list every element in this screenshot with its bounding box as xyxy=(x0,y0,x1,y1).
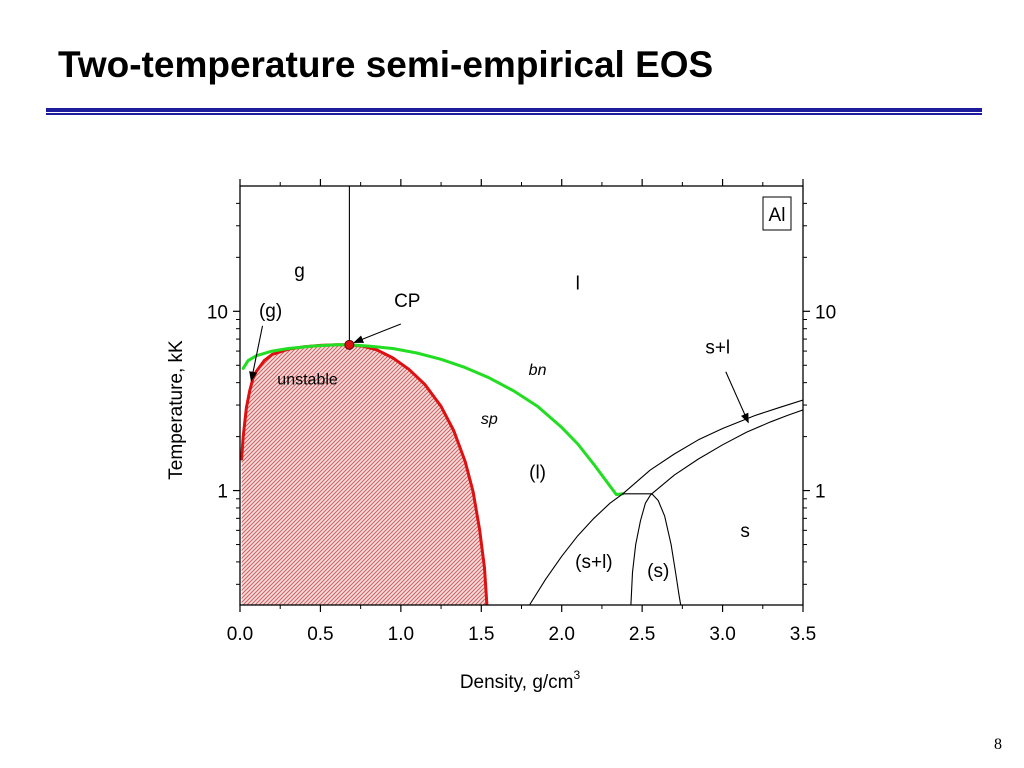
melting_solidus-line xyxy=(651,409,803,495)
y-tick-label-left: 10 xyxy=(207,302,228,323)
y-tick-label-right: 10 xyxy=(815,302,836,323)
metastable_liquidus-line xyxy=(528,493,624,605)
y-tick-label-left: 1 xyxy=(217,482,228,503)
binodal-line xyxy=(241,343,625,497)
x-axis-label: Density, g/cm3 xyxy=(460,668,581,693)
region-label-3: l xyxy=(576,274,580,295)
unstable-region-fill xyxy=(241,344,487,605)
annotation-arrow-2 xyxy=(725,371,749,424)
title-rule xyxy=(46,108,982,112)
region-label-4: unstable xyxy=(277,372,338,389)
x-axis-label-text: Density, g/cm xyxy=(460,672,574,693)
region-label-7: s+l xyxy=(705,338,730,359)
page-number: 8 xyxy=(994,736,1002,753)
region-label-0: g xyxy=(294,261,305,282)
x-tick-label: 1.0 xyxy=(388,624,414,645)
region-label-5: bn xyxy=(529,362,547,379)
annotation-arrow-1 xyxy=(249,325,264,382)
melting_liquidus-line xyxy=(622,399,803,495)
x-tick-label: 3.5 xyxy=(790,624,816,645)
metastable_solidus_right-line xyxy=(651,493,682,605)
metastable_solidus_left-line xyxy=(630,493,653,605)
region-label-2: CP xyxy=(394,291,420,312)
material-label: Al xyxy=(769,205,786,226)
title-rule-secondary xyxy=(46,113,982,115)
x-tick-label: 1.5 xyxy=(468,624,494,645)
x-tick-label: 0.5 xyxy=(307,624,333,645)
x-tick-label: 2.0 xyxy=(549,624,575,645)
region-label-11: (s) xyxy=(647,561,669,582)
slide-title: Two-temperature semi-empirical EOS xyxy=(58,44,714,85)
x-tick-label: 2.5 xyxy=(629,624,655,645)
annotation-arrow-0 xyxy=(353,323,402,343)
x-tick-label: 0.0 xyxy=(227,624,253,645)
y-axis-label: Temperature, kK xyxy=(166,340,187,480)
x-tick-label: 3.0 xyxy=(709,624,735,645)
material-label-box: Al xyxy=(762,196,792,231)
y-tick-label-right: 1 xyxy=(815,482,826,503)
region-label-6: sp xyxy=(481,411,498,428)
region-label-8: (l) xyxy=(529,462,546,483)
x-axis-label-superscript: 3 xyxy=(574,668,581,682)
region-label-10: (s+l) xyxy=(575,552,612,573)
region-label-9: s xyxy=(740,521,750,542)
region-label-1: (g) xyxy=(259,301,282,322)
critical-point-marker xyxy=(344,339,355,350)
